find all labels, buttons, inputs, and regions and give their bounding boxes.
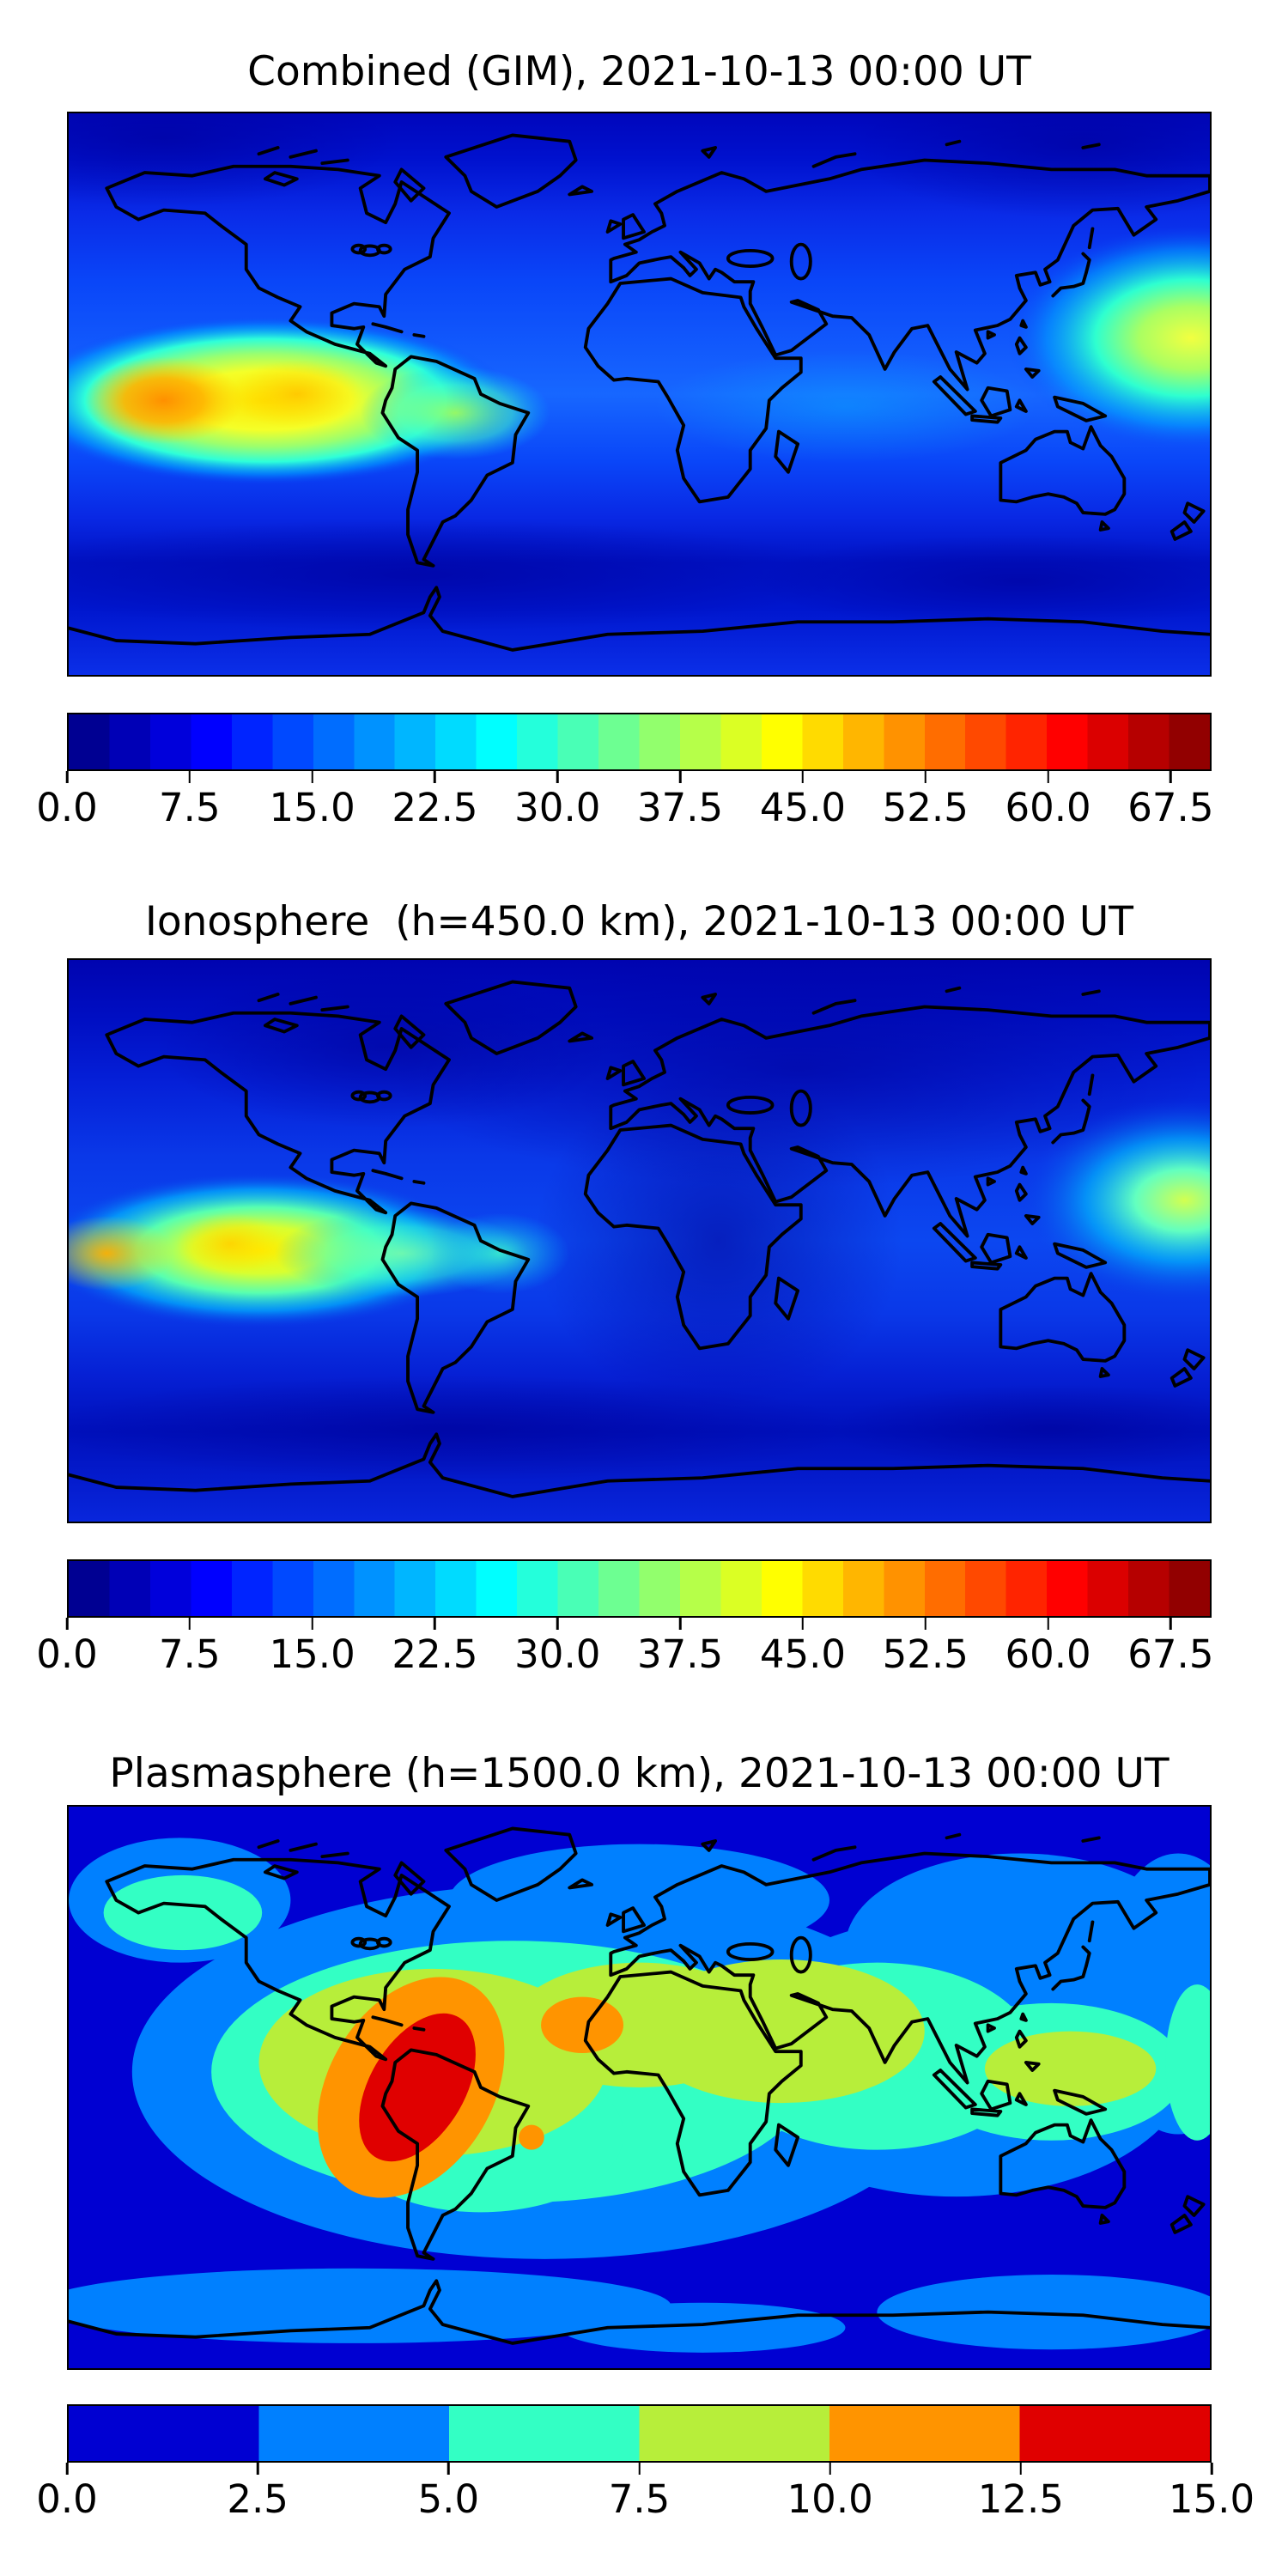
colorbar-tick-label: 30.0 — [514, 785, 601, 830]
colorbar-tick-label: 52.5 — [882, 785, 969, 830]
map-plasmasphere — [67, 1805, 1212, 2370]
colorbar-tick-label: 45.0 — [759, 1631, 847, 1677]
map1-pacific-peak — [84, 356, 244, 445]
colorbar-combined-gradient — [67, 713, 1212, 771]
colorbar-tick-mark — [801, 1618, 805, 1630]
colorbar-tick-mark — [801, 771, 805, 783]
colorbar-tick-label: 37.5 — [636, 1631, 724, 1677]
panel-title-ionosphere: Ionosphere (h=450.0 km), 2021-10-13 00:0… — [144, 898, 1134, 945]
colorbar-plasmasphere-gradient — [67, 2404, 1212, 2463]
colorbar-tick-label: 15.0 — [269, 785, 355, 830]
colorbar-tick-label: 22.5 — [392, 785, 478, 830]
colorbar-combined: 0.0 7.5 15.0 22.5 30.0 37.5 45.0 52.5 60.0 67.5 — [36, 713, 1213, 829]
map-ionosphere — [67, 958, 1212, 1523]
colorbar-tick-label: 10.0 — [787, 2476, 873, 2522]
colorbar-tick-label: 7.5 — [608, 2476, 671, 2522]
colorbar-tick-label: 45.0 — [759, 785, 847, 830]
colorbar-tick-mark — [1047, 1618, 1049, 1630]
colorbar-tick-label: 0.0 — [36, 2476, 98, 2522]
colorbar-tick-label: 60.0 — [1005, 1631, 1091, 1677]
map-ionosphere-svg — [69, 960, 1210, 1522]
colorbar-tick-mark — [65, 1618, 69, 1630]
colorbar-tick-mark — [311, 1618, 313, 1630]
colorbar-tick-mark — [638, 2463, 641, 2475]
colorbar-tick-mark — [188, 771, 191, 783]
colorbar-tick-mark — [434, 771, 436, 783]
colorbar-tick-mark — [678, 1618, 682, 1630]
colorbar-tick-mark — [556, 771, 559, 783]
colorbar-tick-mark — [447, 2463, 450, 2475]
colorbar-tick-label: 30.0 — [514, 1631, 601, 1677]
colorbar-tick-label: 0.0 — [36, 785, 98, 830]
colorbar-tick-label: 67.5 — [1127, 1631, 1214, 1677]
colorbar-tick-mark — [434, 1618, 436, 1630]
colorbar-tick-label: 7.5 — [159, 785, 221, 830]
map3-band-12.5-15-core — [359, 2013, 476, 2162]
panel-title-plasmasphere: Plasmasphere (h=1500.0 km), 2021-10-13 0… — [109, 1750, 1170, 1797]
map-combined-gim — [67, 112, 1212, 677]
map1-west-pacific-blob — [1006, 225, 1210, 451]
colorbar-tick-mark — [829, 2463, 831, 2475]
colorbar-ionosphere-gradient — [67, 1559, 1212, 1618]
colorbar-tick-label: 15.0 — [1168, 2476, 1255, 2522]
colorbar-tick-label: 67.5 — [1127, 785, 1214, 830]
colorbar-tick-mark — [1019, 2463, 1023, 2475]
colorbar-tick-mark — [556, 1618, 559, 1630]
colorbar-tick-label: 60.0 — [1005, 785, 1091, 830]
colorbar-tick-label: 2.5 — [227, 2476, 289, 2522]
colorbar-ionosphere: 0.0 7.5 15.0 22.5 30.0 37.5 45.0 52.5 60.0 67.5 — [36, 1559, 1213, 1676]
colorbar-tick-label: 37.5 — [636, 785, 724, 830]
colorbar-tick-label: 0.0 — [36, 1631, 98, 1677]
colorbar-tick-mark — [65, 771, 69, 783]
colorbar-tick-mark — [65, 2463, 69, 2475]
map-combined-svg — [69, 113, 1210, 675]
colorbar-tick-label: 7.5 — [159, 1631, 221, 1677]
colorbar-tick-mark — [678, 771, 682, 783]
colorbar-tick-label: 52.5 — [882, 1631, 969, 1677]
colorbar-tick-mark — [1170, 1618, 1172, 1630]
colorbar-tick-mark — [311, 771, 313, 783]
colorbar-tick-mark — [1210, 2463, 1213, 2475]
colorbar-tick-label: 15.0 — [269, 1631, 355, 1677]
colorbar-tick-mark — [188, 1618, 191, 1630]
colorbar-tick-mark — [1047, 771, 1049, 783]
colorbar-tick-label: 5.0 — [417, 2476, 480, 2522]
colorbar-tick-mark — [924, 1618, 927, 1630]
colorbar-tick-label: 12.5 — [977, 2476, 1064, 2522]
map2-west-pacific-blob — [1019, 1097, 1210, 1303]
map2-pacific-peak — [69, 1215, 173, 1291]
colorbar-tick-mark — [256, 2463, 259, 2475]
panel-title-combined: Combined (GIM), 2021-10-13 00:00 UT — [247, 48, 1031, 95]
colorbar-tick-mark — [924, 771, 927, 783]
colorbar-tick-label: 22.5 — [392, 1631, 478, 1677]
colorbar-plasmasphere: 0.0 2.5 5.0 7.5 10.0 12.5 15.0 — [36, 2404, 1255, 2521]
colorbar-tick-mark — [1170, 771, 1172, 783]
map-plasmasphere-svg — [69, 1807, 1210, 2368]
